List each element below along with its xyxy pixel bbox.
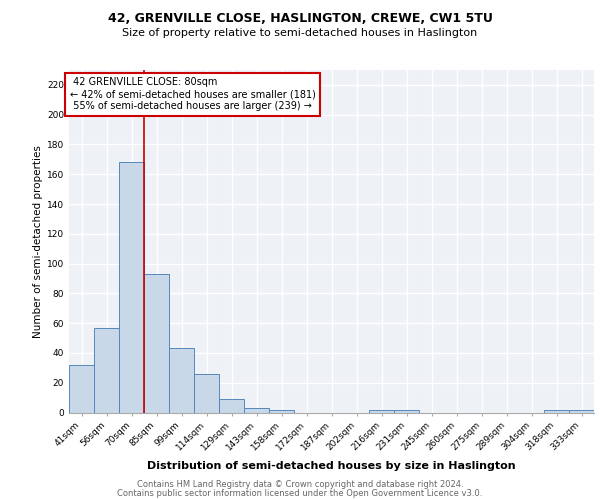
Bar [119,162,144,412]
Bar [269,410,294,412]
Bar [219,399,244,412]
Bar [244,408,269,412]
Bar [144,274,169,412]
Text: 42 GRENVILLE CLOSE: 80sqm
← 42% of semi-detached houses are smaller (181)
 55% o: 42 GRENVILLE CLOSE: 80sqm ← 42% of semi-… [70,78,316,110]
Bar [94,328,119,412]
Bar [544,410,569,412]
X-axis label: Distribution of semi-detached houses by size in Haslington: Distribution of semi-detached houses by … [147,460,516,470]
Text: Size of property relative to semi-detached houses in Haslington: Size of property relative to semi-detach… [122,28,478,38]
Bar [394,410,419,412]
Y-axis label: Number of semi-detached properties: Number of semi-detached properties [33,145,43,338]
Text: Contains public sector information licensed under the Open Government Licence v3: Contains public sector information licen… [118,488,482,498]
Bar [69,365,94,412]
Text: Contains HM Land Registry data © Crown copyright and database right 2024.: Contains HM Land Registry data © Crown c… [137,480,463,489]
Bar [369,410,394,412]
Bar [169,348,194,412]
Bar [569,410,594,412]
Bar [194,374,219,412]
Text: 42, GRENVILLE CLOSE, HASLINGTON, CREWE, CW1 5TU: 42, GRENVILLE CLOSE, HASLINGTON, CREWE, … [107,12,493,26]
